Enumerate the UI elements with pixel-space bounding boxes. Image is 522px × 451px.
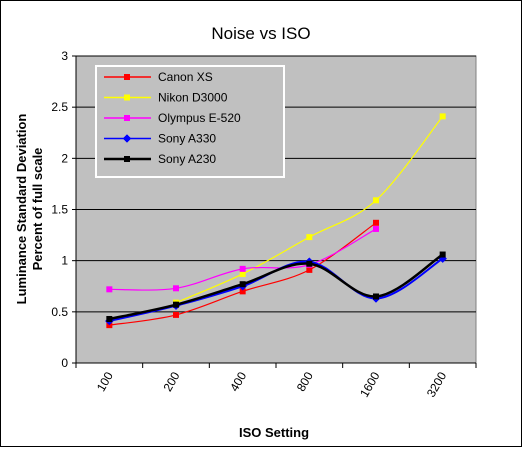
legend-marker-canon-xs (124, 74, 130, 80)
y-tick-label: 2 (61, 151, 68, 165)
data-point-nikon-d3000 (439, 113, 446, 120)
y-axis-title-line2: Percent of full scale (30, 148, 45, 271)
data-point-nikon-d3000 (239, 270, 246, 277)
y-tick-label: 0.5 (51, 305, 68, 319)
x-axis-title: ISO Setting (239, 425, 309, 440)
data-point-sony-a230 (239, 281, 246, 288)
y-tick-label: 1.5 (51, 203, 68, 217)
y-tick-label: 3 (61, 49, 68, 63)
legend-marker-sony-a330 (122, 134, 132, 143)
chart-title: Noise vs ISO (211, 24, 310, 43)
data-point-nikon-d3000 (306, 234, 313, 241)
data-point-sony-a230 (173, 301, 179, 308)
data-point-olympus-e-520 (373, 225, 379, 232)
data-point-canon-xs (373, 219, 379, 226)
legend-marker-sony-a230 (124, 156, 130, 162)
data-point-olympus-e-520 (106, 286, 113, 293)
x-tick-label: 1600 (357, 369, 383, 399)
series-sony-a230 (106, 251, 446, 322)
legend-marker-olympus-e-520 (124, 115, 130, 121)
legend-label-sony-a230: Sony A230 (158, 152, 216, 166)
y-tick-label: 0 (61, 356, 68, 370)
data-point-nikon-d3000 (373, 197, 379, 204)
data-point-canon-xs (239, 288, 246, 295)
series-line-sony-a230 (109, 253, 444, 321)
data-point-sony-a230 (439, 251, 446, 258)
legend-label-canon-xs: Canon XS (158, 70, 213, 84)
legend-label-sony-a330: Sony A330 (158, 132, 216, 146)
x-tick-label: 200 (160, 369, 182, 394)
legend-label-olympus-e-520: Olympus E-520 (158, 111, 241, 125)
data-point-olympus-e-520 (173, 285, 179, 292)
x-axis-ticks: 100 200 400 800 1600 3200 (75, 363, 477, 400)
data-point-sony-a230 (373, 293, 379, 300)
data-point-canon-xs (306, 266, 313, 273)
x-tick-label: 400 (227, 369, 249, 394)
data-series (104, 113, 448, 329)
y-axis-ticks: 0 0.5 1 1.5 2 2.5 3 (51, 49, 76, 370)
legend-label-nikon-d3000: Nikon D3000 (158, 91, 228, 105)
legend: Canon XS Nikon D3000 Olympus E-520 Sony A33… (95, 65, 285, 178)
data-point-sony-a230 (306, 260, 313, 267)
data-point-canon-xs (173, 311, 179, 318)
y-axis-title-line1: Luminance Standard Deviation (14, 114, 29, 305)
y-tick-label: 2.5 (51, 100, 68, 114)
legend-marker-nikon-d3000 (124, 94, 130, 101)
x-tick-label: 100 (94, 369, 116, 394)
x-tick-label: 3200 (424, 369, 450, 399)
data-point-sony-a230 (106, 315, 113, 322)
data-point-olympus-e-520 (239, 265, 246, 272)
y-tick-label: 1 (61, 254, 68, 268)
x-tick-label: 800 (294, 369, 316, 394)
